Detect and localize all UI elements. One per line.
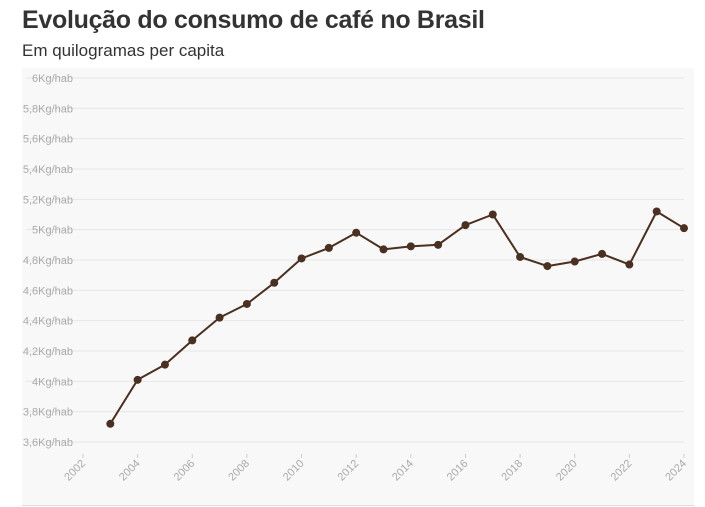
- series: [106, 207, 688, 428]
- data-point[interactable]: [680, 224, 688, 233]
- data-point[interactable]: [625, 260, 634, 269]
- x-tick-label: 2016: [445, 458, 471, 484]
- x-tick-label: 2018: [499, 458, 525, 484]
- data-point[interactable]: [188, 336, 197, 345]
- data-point[interactable]: [379, 245, 388, 254]
- x-axis-ticks: 2002 2004 2006 2008 2010 2012 2014 2016 2018 2020…: [62, 454, 689, 483]
- y-tick-label: 3,6Kg/hab: [23, 437, 73, 449]
- y-tick-label: 4,8Kg/hab: [23, 255, 73, 267]
- data-point[interactable]: [543, 262, 552, 271]
- data-point[interactable]: [297, 254, 306, 263]
- y-tick-label: 5,8Kg/hab: [23, 103, 73, 115]
- y-tick-label: 5,6Kg/hab: [23, 134, 73, 146]
- data-point[interactable]: [598, 249, 607, 258]
- y-tick-label: 4,4Kg/hab: [23, 316, 73, 328]
- series-line: [109, 210, 685, 425]
- x-tick-label: 2006: [172, 458, 198, 484]
- y-tick-label: 5Kg/hab: [32, 225, 73, 237]
- chart-subtitle: Em quilogramas per capita: [22, 41, 225, 60]
- data-point[interactable]: [215, 313, 224, 322]
- y-axis-ticks: 3,6Kg/hab 3,8Kg/hab 4Kg/hab 4,2Kg/hab 4,4Kg/…: [23, 73, 73, 449]
- grid-lines: [26, 77, 684, 443]
- x-tick-label: 2004: [117, 458, 143, 484]
- data-point[interactable]: [242, 299, 251, 308]
- x-tick-label: 2014: [390, 458, 416, 484]
- data-point[interactable]: [652, 207, 661, 216]
- x-tick-label: 2024: [663, 458, 689, 484]
- y-tick-label: 4Kg/hab: [32, 376, 73, 388]
- x-tick-label: 2012: [336, 458, 362, 484]
- x-tick-label: 2022: [609, 458, 635, 484]
- x-tick-label: 2008: [226, 458, 252, 484]
- y-tick-label: 5,2Kg/hab: [23, 194, 73, 206]
- chart-title: Evolução do consumo de café no Brasil: [22, 6, 485, 34]
- x-tick-label: 2010: [281, 458, 307, 484]
- y-tick-label: 3,8Kg/hab: [23, 407, 73, 419]
- data-point[interactable]: [488, 210, 497, 219]
- plot-background: [22, 68, 694, 506]
- y-tick-label: 5,4Kg/hab: [23, 164, 73, 176]
- data-point[interactable]: [461, 221, 470, 230]
- data-point[interactable]: [434, 240, 443, 249]
- data-point[interactable]: [516, 252, 525, 261]
- data-point[interactable]: [106, 419, 115, 428]
- data-point[interactable]: [160, 360, 169, 369]
- x-tick-label: 2020: [554, 458, 580, 484]
- data-point[interactable]: [570, 257, 579, 266]
- x-tick-label: 2002: [62, 458, 88, 484]
- data-point[interactable]: [406, 242, 415, 251]
- data-point[interactable]: [133, 375, 142, 384]
- y-tick-label: 4,6Kg/hab: [23, 285, 73, 297]
- data-point[interactable]: [352, 228, 361, 237]
- y-tick-label: 4,2Kg/hab: [23, 346, 73, 358]
- data-point[interactable]: [270, 278, 279, 287]
- y-tick-label: 6Kg/hab: [32, 73, 73, 85]
- data-point[interactable]: [324, 243, 333, 252]
